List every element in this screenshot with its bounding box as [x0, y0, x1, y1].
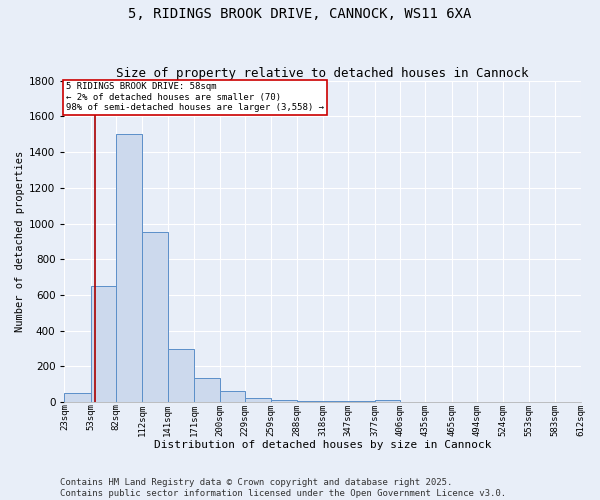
Bar — [374, 400, 400, 402]
Bar — [142, 232, 168, 402]
Text: 5 RIDINGS BROOK DRIVE: 58sqm
← 2% of detached houses are smaller (70)
98% of sem: 5 RIDINGS BROOK DRIVE: 58sqm ← 2% of det… — [66, 82, 324, 112]
Bar — [168, 350, 194, 402]
Y-axis label: Number of detached properties: Number of detached properties — [15, 151, 25, 332]
Title: Size of property relative to detached houses in Cannock: Size of property relative to detached ho… — [116, 66, 529, 80]
Bar — [245, 398, 271, 402]
Bar — [271, 400, 296, 402]
Text: Contains HM Land Registry data © Crown copyright and database right 2025.
Contai: Contains HM Land Registry data © Crown c… — [60, 478, 506, 498]
Bar — [116, 134, 142, 402]
X-axis label: Distribution of detached houses by size in Cannock: Distribution of detached houses by size … — [154, 440, 491, 450]
Bar — [220, 390, 245, 402]
Bar — [64, 394, 91, 402]
Bar — [91, 286, 116, 402]
Text: 5, RIDINGS BROOK DRIVE, CANNOCK, WS11 6XA: 5, RIDINGS BROOK DRIVE, CANNOCK, WS11 6X… — [128, 8, 472, 22]
Bar — [194, 378, 220, 402]
